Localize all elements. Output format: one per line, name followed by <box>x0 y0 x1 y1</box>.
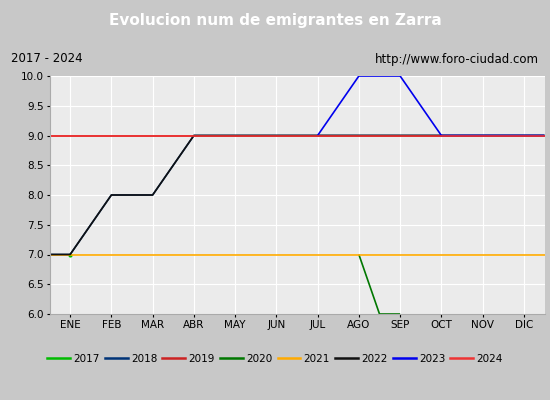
Text: http://www.foro-ciudad.com: http://www.foro-ciudad.com <box>375 52 539 66</box>
Legend: 2017, 2018, 2019, 2020, 2021, 2022, 2023, 2024: 2017, 2018, 2019, 2020, 2021, 2022, 2023… <box>44 351 506 367</box>
Text: Evolucion num de emigrantes en Zarra: Evolucion num de emigrantes en Zarra <box>109 14 441 28</box>
Text: 2017 - 2024: 2017 - 2024 <box>11 52 82 66</box>
